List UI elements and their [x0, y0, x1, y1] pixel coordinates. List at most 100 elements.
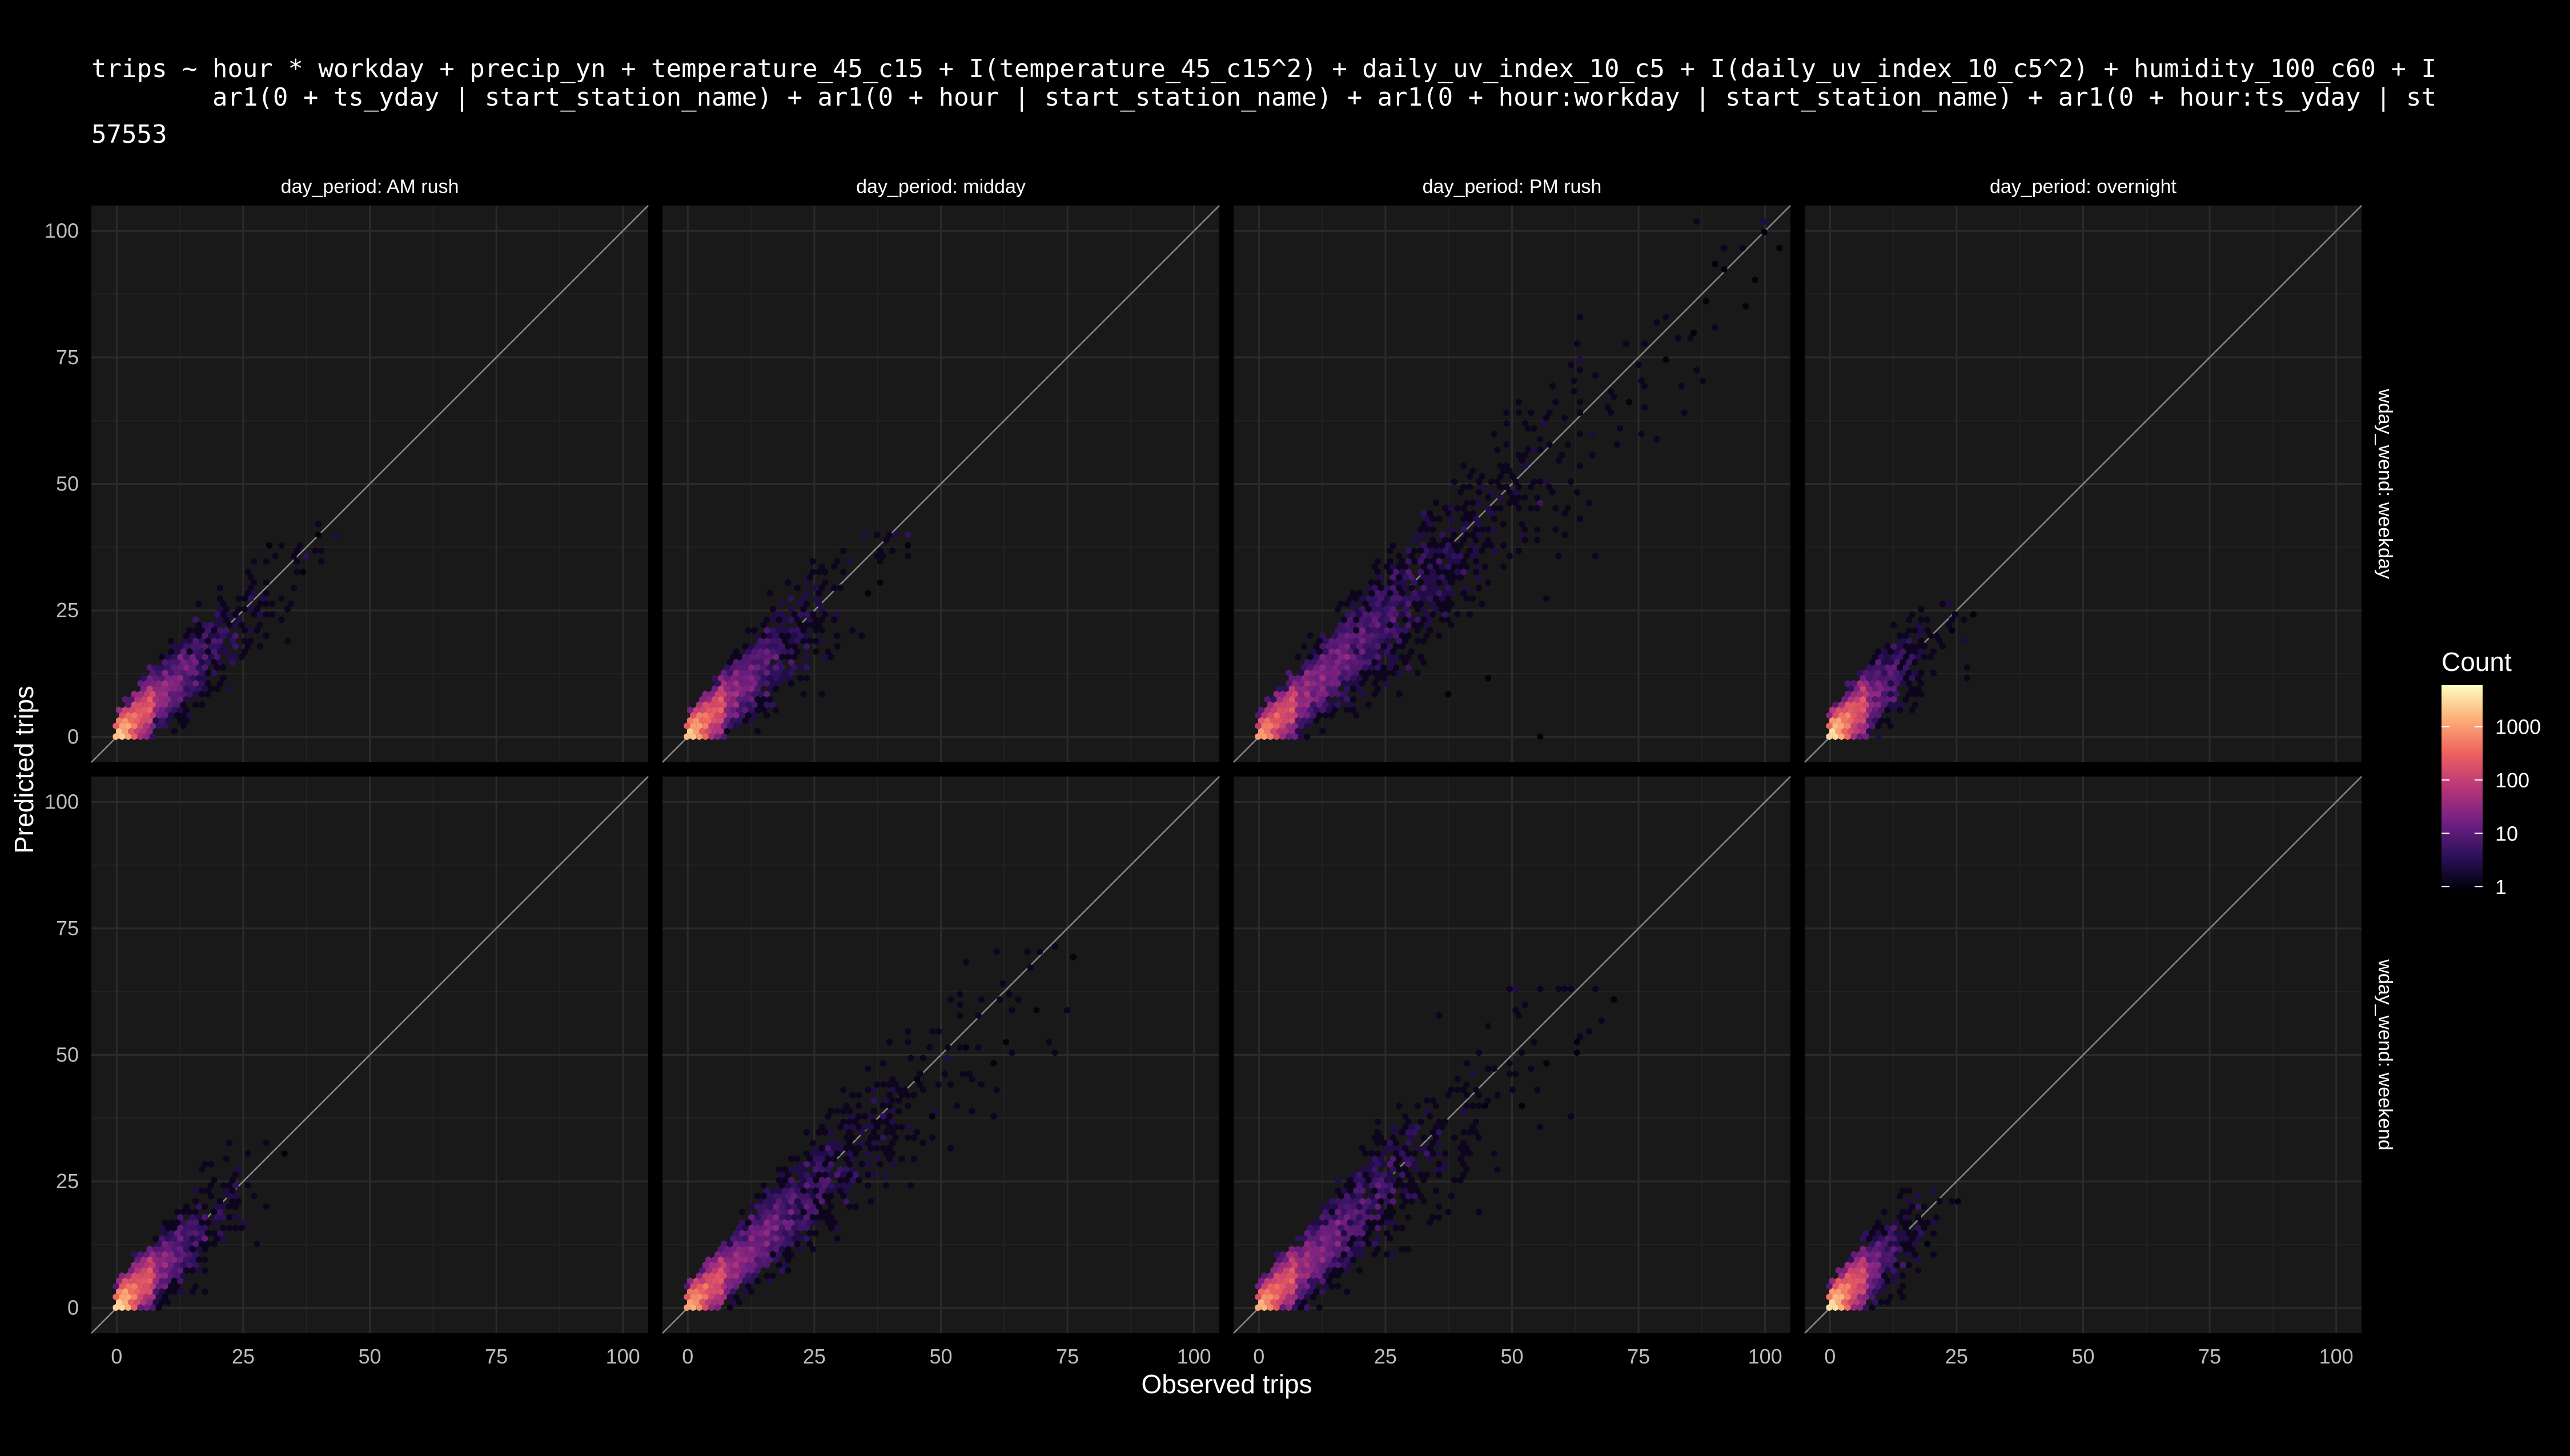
hex-bin — [1344, 1192, 1350, 1200]
hex-bin — [705, 717, 712, 725]
hex-bin — [1534, 526, 1540, 533]
hex-bin — [1472, 1128, 1479, 1136]
hex-bin — [1875, 1272, 1882, 1280]
hex-bin — [1467, 515, 1473, 522]
hex-bin — [168, 1272, 174, 1280]
hex-bin — [125, 1282, 131, 1290]
hex-bin — [757, 658, 764, 666]
hex-bin — [1288, 706, 1295, 714]
hex-bin — [220, 600, 227, 608]
hex-bin — [905, 1102, 911, 1109]
hex-bin — [171, 695, 178, 703]
hex-bin — [1436, 579, 1443, 586]
hex-bin — [1338, 663, 1344, 671]
hex-bin — [186, 648, 193, 655]
hex-bin — [782, 1229, 789, 1237]
hex-bin — [1460, 462, 1467, 469]
hex-bin — [1414, 669, 1421, 677]
hex-bin — [1353, 1187, 1360, 1194]
hex-bin — [1375, 642, 1381, 650]
hex-bin — [742, 1224, 749, 1232]
hex-bin — [776, 1229, 782, 1237]
hex-bin — [146, 663, 153, 671]
hex-bin — [1368, 1213, 1375, 1221]
hex-bin — [217, 648, 223, 655]
hex-bin — [773, 1245, 779, 1253]
hex-bin — [963, 1044, 969, 1051]
hex-bin — [883, 1181, 890, 1189]
hex-bin — [1353, 658, 1360, 666]
hex-bin — [754, 1256, 761, 1264]
hex-bin — [834, 1139, 841, 1147]
hex-bin — [1292, 733, 1298, 741]
hex-bin — [1460, 515, 1467, 522]
hex-bin — [736, 674, 742, 682]
hex-bin — [1442, 1150, 1448, 1157]
hex-bin — [739, 690, 745, 698]
hex-bin — [1494, 478, 1501, 485]
hex-bin — [846, 1150, 853, 1157]
hex-bin — [1350, 1224, 1356, 1232]
hex-bin — [1288, 1266, 1295, 1274]
hex-bin — [1853, 1256, 1860, 1264]
hex-bin — [1878, 1277, 1885, 1285]
hex-bin — [204, 669, 211, 677]
hex-bin — [1872, 1288, 1878, 1296]
hex-bin — [825, 1219, 832, 1226]
hex-bin — [1869, 1261, 1876, 1269]
hex-bin — [251, 610, 257, 618]
hex-bin — [889, 1150, 896, 1157]
hex-bin — [1613, 441, 1620, 448]
hex-bin — [1693, 367, 1700, 374]
hex-bin — [828, 1171, 834, 1179]
hex-bin — [1512, 985, 1519, 993]
hex-bin — [1384, 1219, 1390, 1226]
hex-bin — [1893, 669, 1900, 677]
hex-bin — [1915, 1213, 1921, 1221]
hex-bin — [1399, 579, 1406, 586]
hex-bin — [726, 1261, 733, 1269]
hex-bin — [797, 1213, 804, 1221]
hex-bin — [1326, 1224, 1332, 1232]
hex-bin — [1298, 679, 1304, 687]
hex-bin — [1408, 573, 1415, 581]
legend-label: 1 — [2495, 875, 2507, 899]
hex-bin — [1857, 722, 1863, 730]
hex-bin — [1863, 1272, 1869, 1280]
hex-bin — [1399, 610, 1406, 618]
hex-bin — [1528, 409, 1535, 416]
hex-bin — [168, 658, 174, 666]
hex-bin — [1460, 1171, 1467, 1179]
hex-bin — [1433, 595, 1439, 602]
hex-bin — [1399, 1192, 1406, 1200]
hex-bin — [1326, 685, 1332, 693]
hex-bin — [1387, 589, 1394, 597]
hex-bin — [1890, 663, 1897, 671]
hex-bin — [699, 1298, 706, 1306]
hex-bin — [1365, 1229, 1372, 1237]
hex-bin — [1457, 489, 1464, 496]
hex-bin — [155, 1272, 162, 1280]
hex-bin — [751, 690, 758, 698]
hex-bin — [892, 1134, 899, 1141]
hex-bin — [1279, 711, 1286, 719]
hex-bin — [171, 706, 178, 714]
hex-bin — [886, 1144, 893, 1152]
hex-bin — [171, 1256, 178, 1264]
hex-bin — [1888, 1261, 1894, 1269]
hex-bin — [1316, 1229, 1323, 1237]
hex-bin — [1417, 1171, 1424, 1179]
hex-bin — [711, 685, 718, 693]
hex-bin — [1393, 568, 1399, 576]
hex-bin — [1359, 1208, 1366, 1216]
hex-bin — [1420, 658, 1427, 666]
hex-bin — [699, 1266, 706, 1274]
hex-bin — [1568, 478, 1574, 485]
hex-bin — [1866, 1234, 1873, 1242]
hex-bin — [334, 531, 340, 538]
hex-bin — [1838, 1272, 1845, 1280]
hex-bin — [849, 1113, 856, 1120]
hex-bin — [788, 626, 794, 634]
hex-bin — [174, 669, 180, 677]
hex-bin — [1902, 632, 1909, 639]
